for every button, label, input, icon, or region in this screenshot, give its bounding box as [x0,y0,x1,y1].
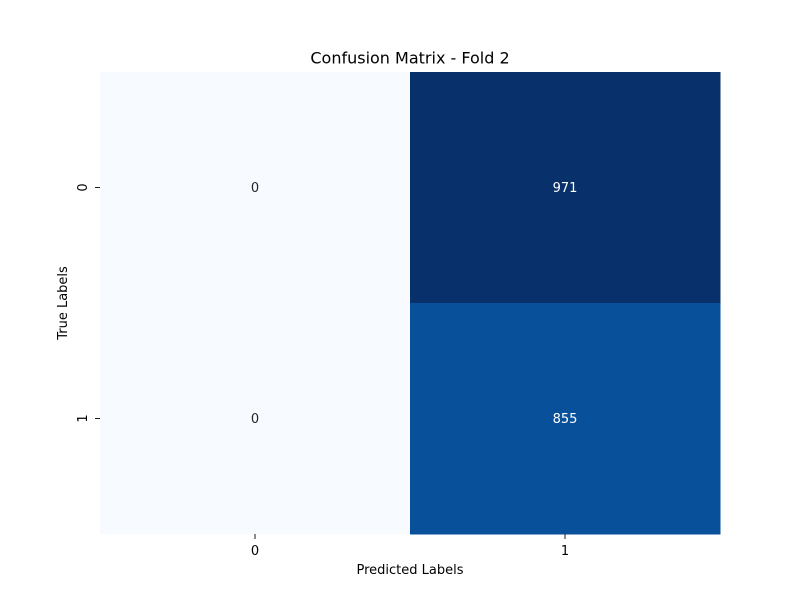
x-tick-label-0: 0 [251,544,259,559]
cell-value-r1-c1: 855 [553,412,578,427]
chart-title: Confusion Matrix - Fold 2 [310,49,509,68]
x-axis-label: Predicted Labels [356,563,463,578]
x-tick-label-1: 1 [561,544,569,559]
heatmap-cell-r1-c0 [100,303,411,535]
heatmap-cells [100,72,721,535]
cell-value-r0-c0: 0 [251,181,259,196]
y-tick-label-0: 0 [76,183,91,191]
heatmap-cell-labels: 0 971 0 855 [251,181,578,427]
cell-value-r1-c0: 0 [251,412,259,427]
heatmap-cell-r0-c1 [410,72,721,304]
heatmap-cell-r1-c1 [410,303,721,535]
heatmap-cell-r0-c0 [100,72,411,304]
y-axis: 01 [76,183,100,423]
cell-value-r0-c1: 971 [553,181,578,196]
y-axis-label: True Labels [56,266,71,341]
y-tick-label-1: 1 [76,414,91,422]
